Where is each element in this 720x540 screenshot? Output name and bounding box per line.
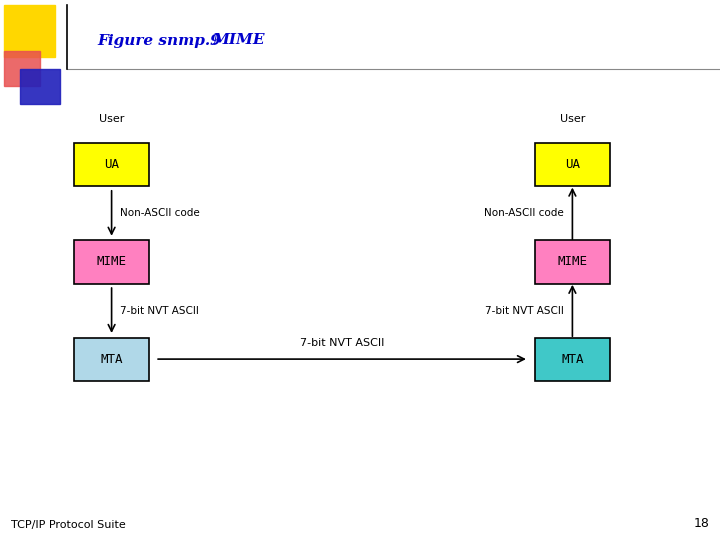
- Text: MIME: MIME: [212, 33, 265, 48]
- Text: User: User: [559, 114, 585, 124]
- Bar: [534, 240, 611, 284]
- Text: Figure snmp.9: Figure snmp.9: [97, 33, 221, 48]
- Bar: [74, 240, 150, 284]
- Text: Non-ASCII code: Non-ASCII code: [484, 208, 564, 218]
- Bar: [534, 143, 611, 186]
- Bar: [20, 69, 60, 104]
- Text: Non-ASCII code: Non-ASCII code: [120, 208, 200, 218]
- Bar: [74, 143, 150, 186]
- Bar: [4, 5, 55, 57]
- Bar: [74, 338, 150, 381]
- Text: MTA: MTA: [100, 353, 123, 366]
- Text: TCP/IP Protocol Suite: TCP/IP Protocol Suite: [11, 520, 125, 530]
- Text: MIME: MIME: [557, 255, 588, 268]
- Text: MTA: MTA: [561, 353, 584, 366]
- Text: UA: UA: [104, 158, 119, 171]
- Text: 7-bit NVT ASCII: 7-bit NVT ASCII: [120, 306, 199, 315]
- Bar: [534, 338, 611, 381]
- Text: 7-bit NVT ASCII: 7-bit NVT ASCII: [485, 306, 564, 315]
- Text: UA: UA: [565, 158, 580, 171]
- Bar: [4, 51, 40, 86]
- Text: 7-bit NVT ASCII: 7-bit NVT ASCII: [300, 338, 384, 348]
- Text: User: User: [99, 114, 125, 124]
- Text: MIME: MIME: [96, 255, 127, 268]
- Text: 18: 18: [693, 517, 709, 530]
